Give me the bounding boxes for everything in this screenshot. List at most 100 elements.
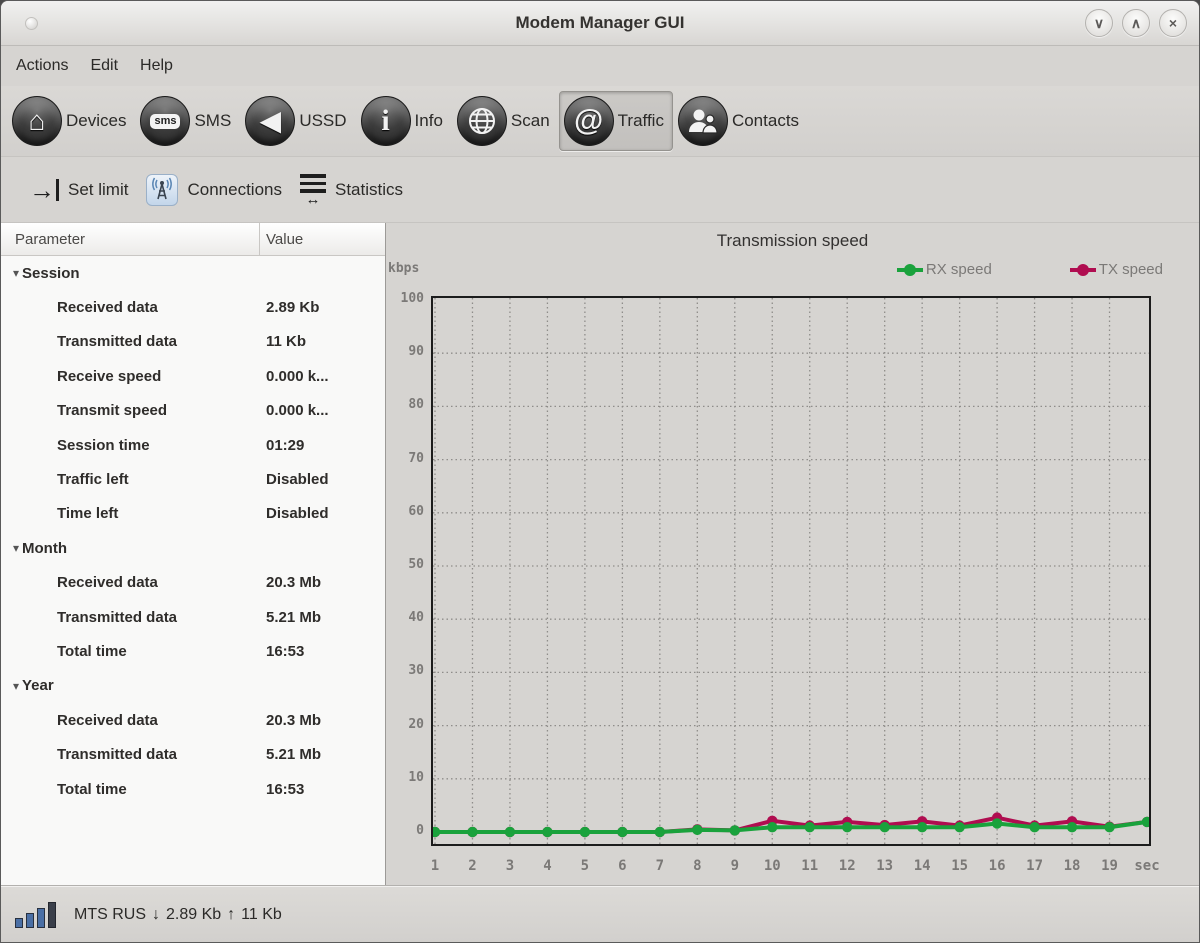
tree-group-row[interactable]: ▾ Year	[1, 669, 385, 703]
stats-lines-icon: ↔	[299, 174, 326, 207]
table-row[interactable]: Received data 2.89 Kb	[1, 290, 385, 324]
table-row[interactable]: Received data 20.3 Mb	[1, 703, 385, 737]
window-menu-icon[interactable]	[25, 17, 38, 30]
globe-icon	[456, 96, 507, 146]
menu-edit[interactable]: Edit	[90, 57, 119, 74]
expander-triangle-icon[interactable]: ▾	[13, 541, 20, 556]
people-icon	[677, 96, 728, 146]
main-toolbar: ⌂ Devices sms SMS ◀ USSD i Info Scan @	[1, 86, 1199, 157]
menu-actions[interactable]: Actions	[16, 57, 69, 74]
chart-legend: RX speed TX speed	[896, 261, 1163, 278]
upload-arrow-icon: ↑	[227, 905, 236, 923]
toolbar-item-contacts[interactable]: Contacts	[673, 91, 808, 151]
x-tick-label: 1	[430, 858, 440, 874]
x-tick-label: 11	[801, 858, 819, 874]
legend-item-rx: RX speed	[896, 261, 992, 278]
menubar: Actions Edit Help	[1, 46, 1199, 86]
x-tick-label: 3	[505, 858, 515, 874]
table-row[interactable]: Transmitted data 5.21 Mb	[1, 600, 385, 634]
column-divider	[259, 223, 260, 255]
table-row[interactable]: Received data 20.3 Mb	[1, 566, 385, 600]
value-cell: 16:53	[266, 780, 305, 798]
chart-title: Transmission speed	[716, 231, 869, 250]
parameter-cell: Total time	[57, 642, 127, 660]
download-arrow-icon: ↓	[152, 905, 160, 923]
connections-button[interactable]: Connections	[146, 173, 282, 206]
value-cell: 2.89 Kb	[266, 299, 320, 317]
close-button[interactable]: ×	[1159, 9, 1187, 37]
x-tick-label: 12	[838, 858, 856, 874]
toolbar-item-traffic[interactable]: @ Traffic	[558, 91, 673, 151]
y-tick-label: 50	[408, 557, 424, 572]
home-icon: ⌂	[12, 96, 62, 146]
parameter-cell: Transmitted data	[57, 746, 178, 764]
toolbar-item-ussd[interactable]: ◀ USSD	[240, 91, 355, 151]
transmission-chart-pane: Transmission speed kbps RX speed TX spee…	[386, 223, 1199, 885]
status-text: MTS RUS ↓ 2.89 Kb ↑ 11 Kb	[74, 906, 282, 924]
parameter-cell: Traffic left	[57, 471, 129, 489]
y-tick-label: 10	[408, 769, 424, 785]
statistics-button[interactable]: ↔ Statistics	[299, 174, 403, 207]
group-label: Year	[22, 677, 54, 695]
at-icon: @	[563, 96, 614, 146]
window-title: Modem Manager GUI	[515, 13, 685, 32]
x-tick-label: 13	[876, 858, 894, 874]
x-tick-label: 16	[988, 858, 1006, 874]
x-tick-label: 18	[1063, 858, 1081, 874]
x-tick-label: 19	[1101, 858, 1118, 874]
y-tick-label: 30	[408, 663, 424, 679]
value-cell: 0.000 k...	[266, 402, 329, 420]
x-tick-label: 5	[580, 858, 590, 874]
expander-triangle-icon[interactable]: ▾	[13, 678, 20, 693]
parameter-cell: Received data	[57, 299, 158, 317]
x-tick-label: 15	[951, 858, 969, 874]
value-cell: 16:53	[266, 642, 305, 660]
signal-strength-icon	[15, 901, 56, 928]
table-row[interactable]: Receive speed 0.000 k...	[1, 359, 385, 393]
value-cell: 5.21 Mb	[266, 746, 322, 764]
value-cell: Disabled	[266, 471, 329, 489]
download-total: 2.89 Kb	[166, 905, 222, 923]
x-tick-label: 14	[913, 858, 931, 874]
table-row[interactable]: Transmitted data 11 Kb	[1, 325, 385, 359]
upload-total: 11 Kb	[241, 905, 282, 923]
x-tick-label: 17	[1026, 858, 1043, 874]
toolbar-item-scan[interactable]: Scan	[452, 91, 559, 151]
parameter-cell: Transmitted data	[57, 608, 178, 626]
y-tick-label: 100	[400, 291, 424, 306]
table-row[interactable]: Time left Disabled	[1, 497, 385, 531]
group-label: Session	[22, 264, 80, 282]
window-controls: ∨ ∧ ×	[1085, 9, 1187, 37]
table-row[interactable]: Transmit speed 0.000 k...	[1, 394, 385, 428]
x-tick-label: 4	[543, 858, 552, 874]
arrow-to-bar-icon: →	[29, 177, 59, 203]
value-cell: 20.3 Mb	[266, 574, 322, 592]
menu-help[interactable]: Help	[140, 57, 173, 74]
tree-group-row[interactable]: ▾ Month	[1, 531, 385, 565]
table-row[interactable]: Total time 16:53	[1, 634, 385, 668]
toolbar-item-sms[interactable]: sms SMS	[135, 91, 240, 151]
y-tick-label: 90	[408, 344, 424, 360]
traffic-toolbar: → Set limit Connections ↔ Statistics	[1, 157, 1199, 223]
column-header-value[interactable]: Value	[266, 230, 304, 248]
set-limit-button[interactable]: → Set limit	[29, 174, 129, 205]
x-tick-label: 6	[618, 858, 627, 874]
table-row[interactable]: Traffic left Disabled	[1, 462, 385, 496]
toolbar-item-info[interactable]: i Info	[356, 91, 452, 151]
table-row[interactable]: Session time 01:29	[1, 428, 385, 462]
info-icon: i	[360, 96, 411, 146]
table-row[interactable]: Transmitted data 5.21 Mb	[1, 737, 385, 771]
x-tick-label: 8	[693, 858, 702, 874]
minimize-button[interactable]: ∨	[1085, 9, 1113, 37]
plot-area	[429, 296, 1153, 846]
operator-name: MTS RUS	[74, 905, 146, 923]
maximize-button[interactable]: ∧	[1122, 9, 1150, 37]
expander-triangle-icon[interactable]: ▾	[13, 266, 20, 281]
toolbar-item-devices[interactable]: ⌂ Devices	[7, 91, 135, 151]
x-tick-label: 10	[763, 858, 781, 874]
tree-group-row[interactable]: ▾ Session	[1, 256, 385, 290]
parameter-cell: Transmitted data	[57, 333, 178, 351]
column-header-parameter[interactable]: Parameter	[15, 230, 86, 248]
table-row[interactable]: Total time 16:53	[1, 772, 385, 806]
